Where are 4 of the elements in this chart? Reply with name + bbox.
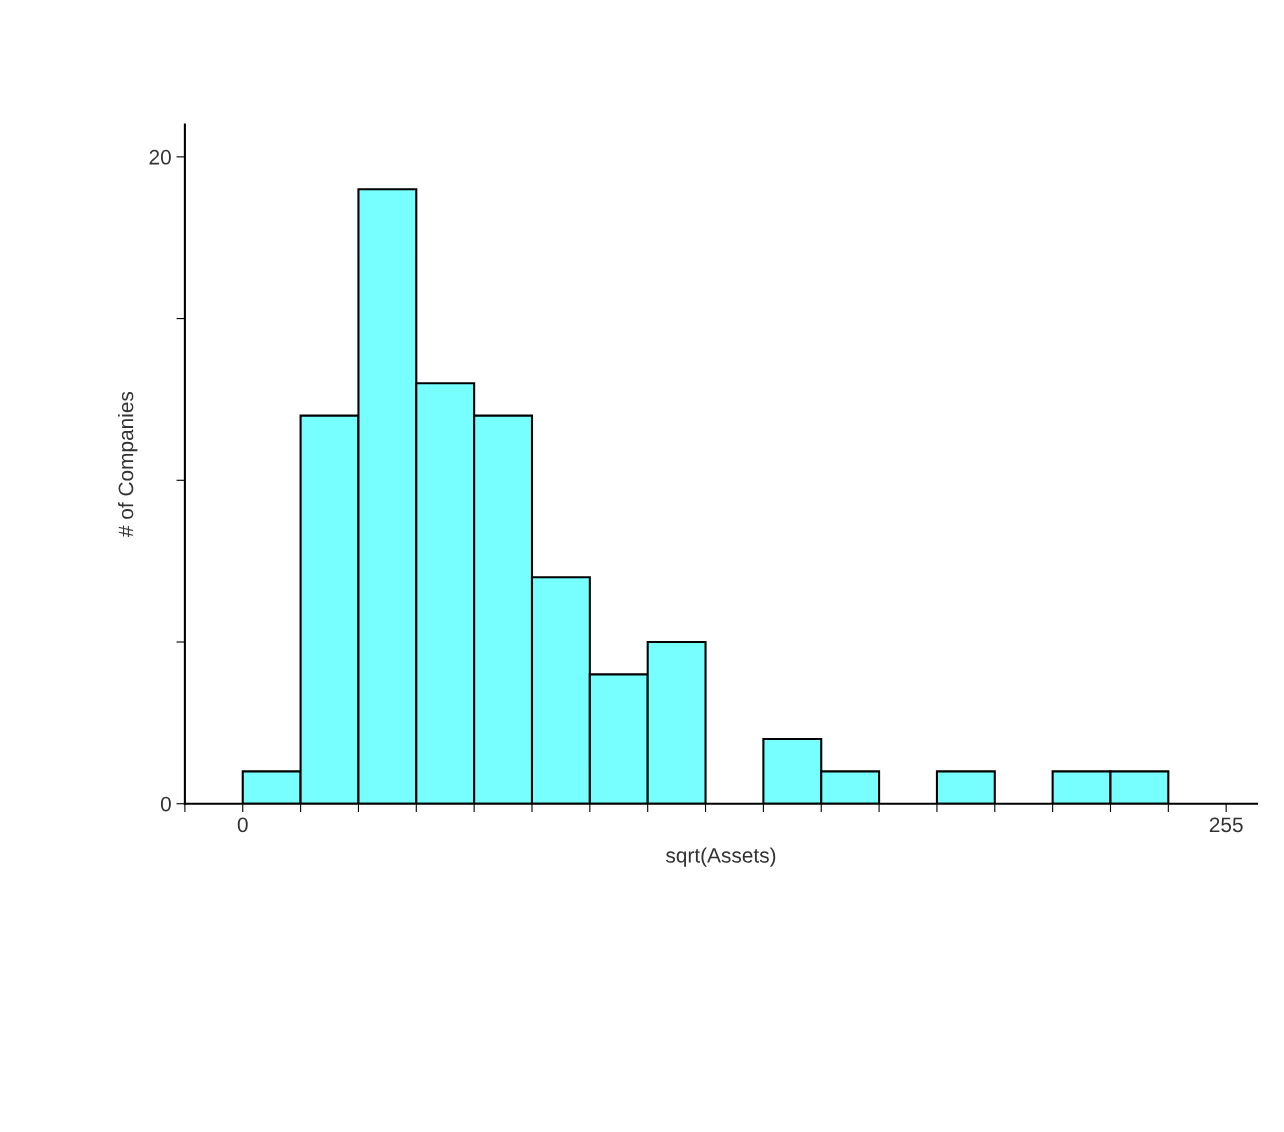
y-tick-label: 20 [149,149,171,165]
x-axis-title: sqrt(Assets) [665,847,776,867]
y-axis-title: # of Companies [118,391,138,537]
x-tick-label: 255 [1209,817,1243,833]
